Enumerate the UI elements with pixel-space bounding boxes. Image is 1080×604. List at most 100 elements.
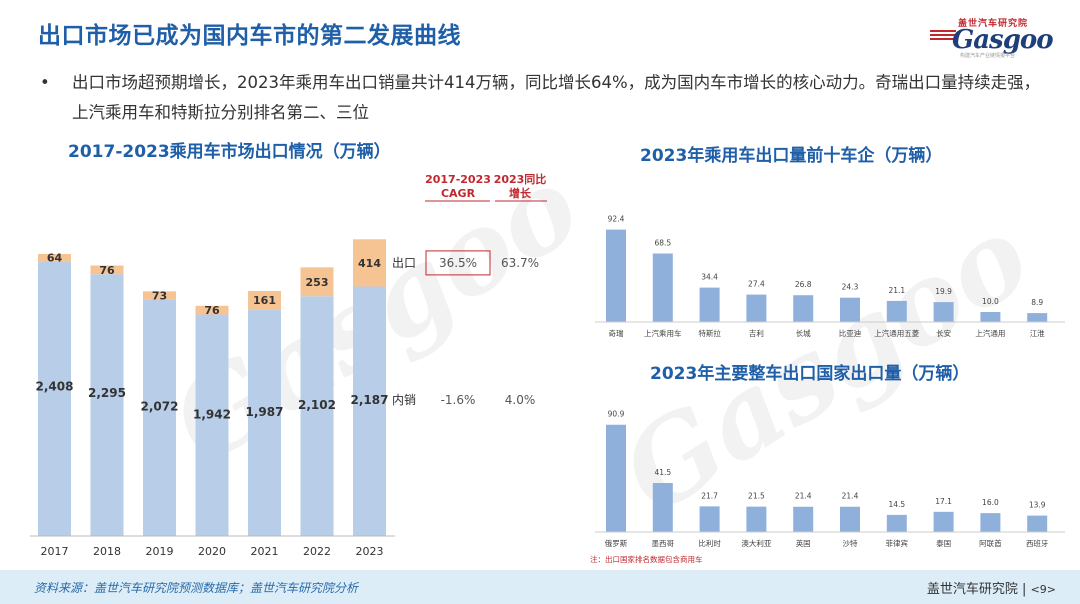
x-tick-label: 西班牙 [1026,538,1049,548]
bar [606,229,626,322]
bar-value-label: 17.1 [935,497,952,506]
chart-note: 注：出口国家排名数据包含商用车 [590,554,703,564]
highlight-box [425,250,491,276]
bar-export [143,291,176,300]
table-cagr-value: -1.6% [441,393,476,407]
x-tick-label: 2020 [198,545,226,558]
bar [840,506,860,532]
page-number: <9> [1030,583,1056,596]
gasgoo-logo: 盖世汽车研究院 Gasgoo 构建汽车产业链情报平台 [930,14,1054,59]
bar-value-label: 27.4 [748,280,765,289]
bar-label-export: 64 [47,252,63,265]
bar-value-label: 24.3 [842,283,859,292]
bar [652,253,673,322]
x-tick-label: 江淮 [1030,328,1046,338]
bar-value-label: 21.5 [748,492,765,501]
bar-value-label: 26.8 [795,280,812,289]
x-tick-label: 菲律宾 [886,538,909,548]
summary-text: 出口市场超预期增长，2023年乘用车出口销量共计414万辆，同比增长64%，成为… [72,73,1041,122]
table-cagr-value: 36.5% [439,256,477,270]
footer-bar: 资料来源：盖世汽车研究院预测数据库；盖世汽车研究院分析 盖世汽车研究院 | <9… [0,570,1080,604]
chart-title-top-countries: 2023年主要整车出口国家出口量（万辆） [650,364,970,384]
bar-value-label: 19.9 [935,287,952,296]
x-tick-label: 泰国 [936,538,951,548]
bar-value-label: 14.5 [888,500,905,509]
x-tick-label: 2019 [146,545,174,558]
bar [606,424,626,532]
logo-en: Gasgoo [952,25,1054,55]
bar-domestic [195,314,229,536]
bar-value-label: 21.4 [842,492,859,501]
bar [980,312,1001,322]
bar-value-label: 90.9 [608,410,625,419]
table-header-cagr: CAGR [441,187,476,200]
logo-stripes-icon [930,30,956,44]
logo-tagline: 构建汽车产业链情报平台 [960,53,1016,59]
table-row-label: 内销 [392,393,416,407]
bar-value-label: 34.4 [701,273,718,282]
bar [746,506,767,532]
bullet-dot: • [40,73,50,92]
x-tick-label: 2018 [93,545,121,558]
x-tick-label: 澳大利亚 [741,538,771,548]
x-tick-label: 英国 [796,538,811,548]
table-header-yoy: 2023同比 [494,172,547,186]
bar-export [300,267,334,297]
bar-value-label: 13.9 [1029,501,1046,510]
x-tick-label: 长城 [796,328,811,338]
data-source: 资料来源：盖世汽车研究院预测数据库；盖世汽车研究院分析 [34,581,359,595]
bar-export [195,305,229,315]
bar [699,287,720,322]
x-tick-label: 上汽通用五菱 [874,328,919,338]
bar-label-export: 253 [306,276,329,289]
bar-value-label: 10.0 [982,297,999,306]
bar-label-domestic: 2,072 [141,400,179,414]
oem-bar-chart: 92.4 奇瑞 68.5 上汽乘用车 34.4 特斯拉 27.4 吉利 26.8 长城 24.3 比亚… [595,215,1065,338]
bar-label-domestic: 2,102 [298,398,336,412]
bar [980,513,1001,532]
x-tick-label: 阿联酋 [979,538,1002,548]
x-tick-label: 墨西哥 [652,539,675,548]
x-tick-label: 俄罗斯 [605,538,628,548]
x-tick-label: 特斯拉 [698,328,721,338]
x-tick-label: 2023 [356,545,384,558]
table-row-label: 出口 [392,256,416,270]
bar-domestic [300,296,334,536]
bar [1027,313,1048,322]
bar [652,483,673,532]
x-tick-label: 沙特 [843,538,858,548]
x-tick-label: 上汽通用 [975,328,1005,338]
bar-value-label: 68.5 [654,239,671,248]
bar [793,506,814,532]
footer-brand: 盖世汽车研究院 | <9> [927,578,1056,597]
bar-value-label: 21.7 [701,491,718,500]
bar [746,294,767,322]
bar [933,511,954,532]
bar-export [353,239,386,287]
bar [793,295,814,322]
bar-value-label: 16.0 [982,498,999,507]
bar-domestic [353,286,386,536]
table-header-yoy: 增长 [509,186,532,200]
country-bar-chart: 90.9 俄罗斯 41.5 墨西哥 21.7 比利时 21.5 澳大利亚 21.4 英国 21.4 沙… [590,410,1065,564]
x-tick-label: 长安 [936,328,952,338]
bar-label-domestic: 1,987 [246,405,284,419]
bar-label-export: 161 [253,294,276,307]
x-tick-label: 上汽乘用车 [644,328,682,338]
stacked-bar-chart: 2,408 64 2017 2,295 76 2018 2,072 73 2019 1,942 76… [30,172,547,558]
x-tick-label: 2022 [303,545,331,558]
bar-value-label: 8.9 [1031,298,1043,307]
x-tick-label: 奇瑞 [609,328,624,338]
table-header-cagr: 2017-2023 [425,173,491,186]
bar-export [248,290,281,310]
table-yoy-value: 63.7% [501,256,539,270]
footer-brand-name: 盖世汽车研究院 [926,582,1018,597]
logo-cn: 盖世汽车研究院 [958,19,1029,29]
bar-domestic [143,299,176,536]
bar-label-export: 414 [358,257,381,270]
chart-title-export-trend: 2017-2023乘用车市场出口情况（万辆） [68,142,391,162]
x-tick-label: 2021 [251,545,279,558]
bar-export [90,265,124,275]
bar [886,300,907,322]
bar-label-domestic: 2,187 [351,393,389,407]
